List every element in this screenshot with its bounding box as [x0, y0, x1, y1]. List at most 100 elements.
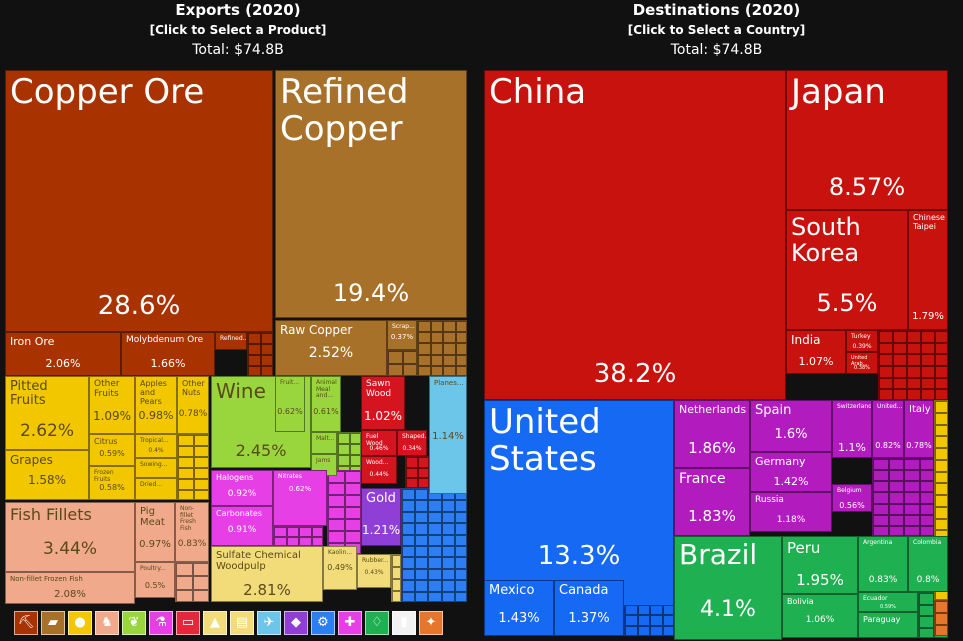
minor-tile[interactable]: [402, 568, 416, 581]
minor-tile[interactable]: [919, 604, 934, 616]
tile-paraguay[interactable]: Paraguay: [858, 612, 918, 638]
tile-south-korea[interactable]: South Korea 5.5%: [786, 210, 908, 330]
minor-tile[interactable]: [403, 364, 416, 375]
minor-tile[interactable]: [178, 446, 194, 457]
minor-tile[interactable]: [873, 503, 889, 515]
minor-tile[interactable]: [879, 366, 893, 378]
minor-tile[interactable]: [441, 534, 455, 546]
minor-tile[interactable]: [248, 333, 261, 344]
minor-tile[interactable]: [430, 332, 443, 344]
minor-tile[interactable]: [888, 503, 904, 515]
tile-wood[interactable]: Wood... 0.44%: [361, 456, 397, 484]
tile-refined[interactable]: Refined...: [215, 332, 247, 350]
minor-tile[interactable]: [888, 514, 904, 526]
plastic-icon[interactable]: ▭: [176, 611, 200, 635]
minor-tile[interactable]: [415, 511, 429, 524]
minor-tile[interactable]: [178, 435, 194, 446]
textile-icon[interactable]: ♢: [365, 611, 389, 635]
minor-tile[interactable]: [441, 580, 455, 592]
minor-tile[interactable]: [428, 534, 442, 546]
tile-canada[interactable]: Canada 1.37%: [554, 580, 624, 636]
tile-argentina[interactable]: Argentina 0.83%: [858, 536, 908, 592]
minor-tile[interactable]: [904, 481, 920, 493]
minor-tile[interactable]: [888, 525, 904, 535]
tile-germany[interactable]: Germany 1.42%: [750, 452, 832, 492]
minor-tile[interactable]: [428, 546, 442, 558]
minor-tile[interactable]: [921, 354, 935, 366]
minor-tile[interactable]: [248, 355, 261, 366]
tile-japan[interactable]: Japan 8.57%: [786, 70, 948, 210]
minor-tile[interactable]: [418, 332, 431, 344]
minor-tile[interactable]: [441, 500, 455, 512]
tile-pitted-fruits[interactable]: Pitted Fruits 2.62%: [5, 376, 89, 450]
minor-tile[interactable]: [935, 483, 947, 496]
minor-tiles-cluster[interactable]: [872, 458, 934, 536]
minor-tile[interactable]: [194, 457, 208, 468]
minor-tile[interactable]: [893, 331, 907, 343]
minor-tile[interactable]: [176, 576, 193, 590]
tile-kaolin[interactable]: Kaolin... 0.49%: [323, 546, 357, 590]
minor-tile[interactable]: [935, 625, 947, 635]
tile-turkey[interactable]: Turkey 0.39%: [846, 330, 878, 352]
minor-tile[interactable]: [907, 354, 921, 366]
minor-tile[interactable]: [893, 366, 907, 378]
minor-tile[interactable]: [443, 332, 456, 344]
minor-tile[interactable]: [428, 511, 442, 524]
tile-shaped[interactable]: Shaped... 0.34%: [397, 430, 427, 456]
minor-tile[interactable]: [919, 616, 934, 628]
minor-tile[interactable]: [415, 557, 429, 569]
minor-tile[interactable]: [873, 492, 889, 504]
minor-tile[interactable]: [935, 424, 947, 437]
minor-tile[interactable]: [893, 377, 907, 390]
tile-sowing[interactable]: Sowing...: [135, 458, 177, 478]
minor-tile[interactable]: [286, 527, 299, 537]
minor-tile[interactable]: [879, 331, 893, 343]
minor-tile[interactable]: [935, 342, 947, 355]
minor-tile[interactable]: [873, 525, 889, 535]
minor-tile[interactable]: [402, 580, 416, 592]
minor-tile[interactable]: [935, 448, 947, 460]
minor-tile[interactable]: [904, 470, 920, 482]
tile-fruit[interactable]: Fruit... 0.62%: [275, 376, 305, 432]
minor-tile[interactable]: [441, 546, 455, 558]
tile-other-fruits[interactable]: Other Fruits 1.09%: [89, 376, 135, 434]
tile-brazil[interactable]: Brazil 4.1%: [674, 536, 782, 640]
minor-tile[interactable]: [388, 364, 403, 375]
minor-tile[interactable]: [406, 478, 418, 487]
minor-tile[interactable]: [430, 321, 443, 333]
minor-tile[interactable]: [418, 467, 428, 479]
minor-tile[interactable]: [921, 331, 935, 343]
minor-tile[interactable]: [443, 354, 456, 366]
tile-scrap[interactable]: Scrap... 0.37%: [387, 320, 417, 350]
minor-tile[interactable]: [428, 580, 442, 592]
tile-fish-fillets[interactable]: Fish Fillets 3.44%: [5, 502, 135, 572]
minor-tile[interactable]: [350, 433, 360, 444]
minor-tile[interactable]: [935, 459, 947, 472]
minor-tile[interactable]: [176, 563, 193, 577]
minor-tile[interactable]: [650, 614, 663, 626]
tile-sawn-wood[interactable]: Sawn Wood 1.02%: [361, 376, 405, 430]
minor-tile[interactable]: [455, 321, 466, 333]
minor-tile[interactable]: [625, 625, 638, 635]
tile-peru[interactable]: Peru 1.95%: [782, 536, 858, 594]
minor-tile[interactable]: [919, 593, 934, 605]
minor-tile[interactable]: [350, 455, 360, 466]
minor-tile[interactable]: [441, 568, 455, 581]
minor-tile[interactable]: [430, 365, 443, 375]
minor-tile[interactable]: [392, 555, 400, 567]
minor-tile[interactable]: [338, 444, 350, 455]
minor-tile[interactable]: [286, 537, 299, 545]
tile-russia[interactable]: Russia 1.18%: [750, 492, 832, 532]
minor-tile[interactable]: [415, 568, 429, 581]
minor-tile[interactable]: [345, 519, 360, 531]
minor-tile[interactable]: [194, 490, 208, 499]
minor-tile[interactable]: [650, 625, 663, 635]
minor-tile[interactable]: [935, 506, 947, 519]
minor-tile[interactable]: [430, 343, 443, 355]
chemical-icon[interactable]: ⚗: [149, 611, 173, 635]
tile-halogens[interactable]: Halogens 0.92%: [211, 470, 273, 506]
minor-tile[interactable]: [418, 354, 431, 366]
minor-tile[interactable]: [637, 625, 650, 635]
tile-colombia[interactable]: Colombia 0.8%: [908, 536, 948, 592]
minor-tile[interactable]: [248, 344, 261, 355]
